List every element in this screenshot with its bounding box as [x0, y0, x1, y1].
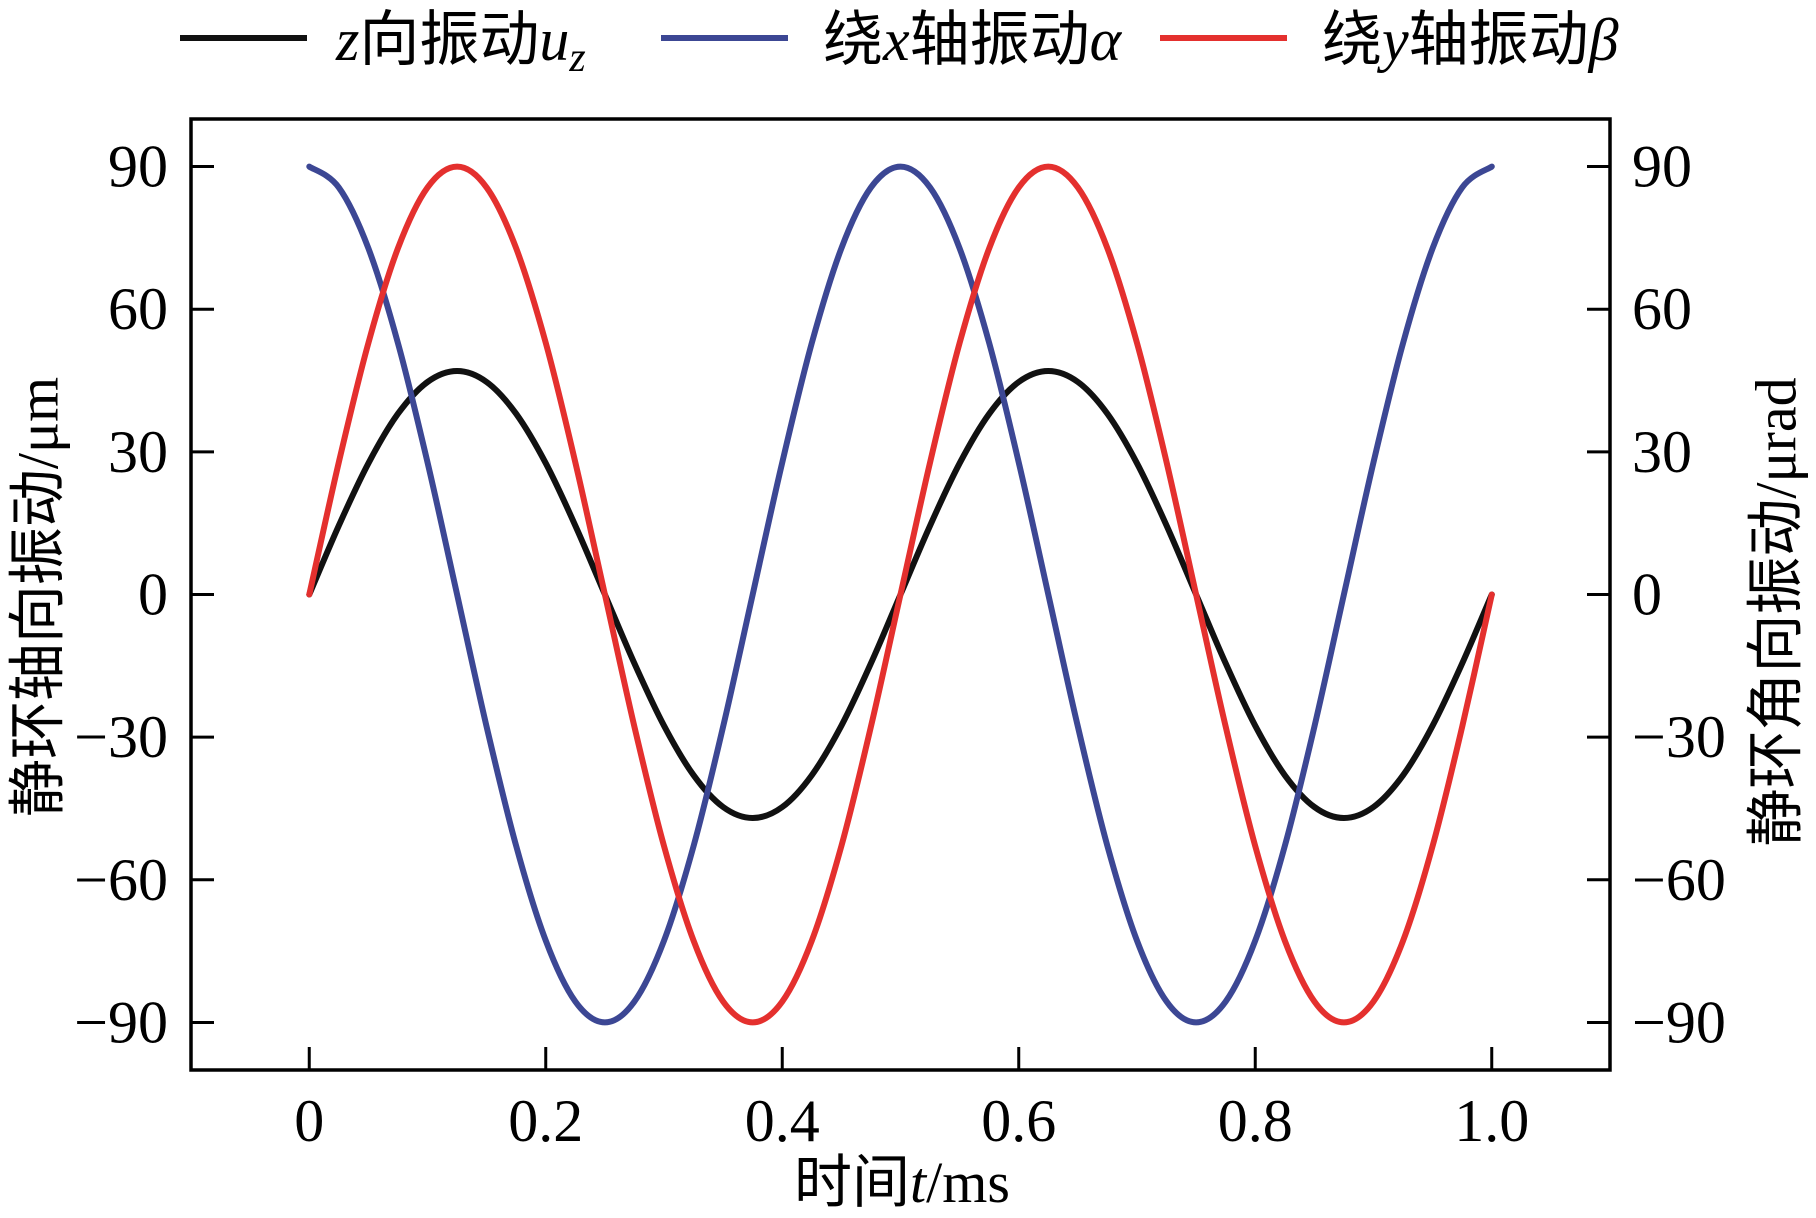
text-run: 轴振动	[1409, 7, 1589, 73]
text-run: 绕	[1322, 7, 1382, 73]
y-tick-label-right: −30	[1632, 704, 1726, 770]
y-tick-label-left: −30	[74, 704, 168, 770]
y-tick-label-left: 0	[138, 562, 168, 628]
italic-text: u	[539, 7, 569, 73]
y-tick-label-right: −90	[1632, 989, 1726, 1055]
x-tick-label: 0	[294, 1088, 324, 1154]
y-axis-right-label: 静环角向振动/μrad	[1744, 377, 1809, 846]
legend-label-alpha: 绕x轴振动α	[823, 7, 1123, 73]
y-tick-label-right: −60	[1632, 847, 1726, 913]
x-tick-label: 0.4	[745, 1088, 820, 1154]
text-run: 轴振动	[910, 7, 1090, 73]
italic-text: y	[1376, 7, 1409, 73]
axis-tick-labels: 0 0.2 0.4 0.6 0.8 1.0 90 90 60 60 30 30 0 0 −30 −30 −60 −…	[74, 134, 1726, 1154]
legend-label-beta: 绕y轴振动β	[1322, 7, 1619, 73]
text-run: 时间	[794, 1150, 910, 1215]
y-tick-label-left: 90	[108, 134, 168, 200]
y-tick-label-left: 30	[108, 419, 168, 485]
subscript-text: z	[568, 35, 585, 81]
text-run: 绕	[823, 7, 883, 73]
axis-ticks	[191, 165, 1610, 1070]
y-tick-label-left: −60	[74, 847, 168, 913]
x-axis-label: 时间t/ms	[794, 1150, 1010, 1215]
italic-text: z	[335, 7, 359, 73]
series-layer	[306, 163, 1495, 1026]
italic-text: β	[1588, 7, 1619, 73]
text-run: 向振动	[359, 7, 539, 73]
y-tick-label-right: 60	[1632, 276, 1692, 342]
legend-item-alpha: 绕x轴振动α	[661, 7, 1123, 73]
legend-item-uz: z向振动uz	[180, 7, 586, 81]
legend-item-beta: 绕y轴振动β	[1160, 7, 1619, 73]
x-tick-label: 1.0	[1454, 1088, 1529, 1154]
x-tick-label: 0.2	[508, 1088, 583, 1154]
x-tick-label: 0.8	[1218, 1088, 1293, 1154]
x-tick-label: 0.6	[981, 1088, 1056, 1154]
y-tick-label-right: 0	[1632, 562, 1662, 628]
legend-label-uz: z向振动uz	[335, 7, 586, 81]
text-run: /ms	[926, 1150, 1010, 1215]
y-axis-left-label: 静环轴向振动/μm	[6, 377, 71, 817]
italic-text: α	[1090, 7, 1123, 73]
italic-text: x	[882, 7, 910, 73]
y-tick-label-right: 90	[1632, 134, 1692, 200]
y-tick-label-right: 30	[1632, 419, 1692, 485]
y-tick-label-left: 60	[108, 276, 168, 342]
italic-text: t	[910, 1150, 928, 1215]
series-line-alpha	[306, 163, 1495, 1026]
legend: z向振动uz 绕x轴振动α 绕y轴振动β	[180, 7, 1619, 81]
y-tick-label-left: −90	[74, 989, 168, 1055]
series-line-beta	[306, 163, 1495, 1026]
